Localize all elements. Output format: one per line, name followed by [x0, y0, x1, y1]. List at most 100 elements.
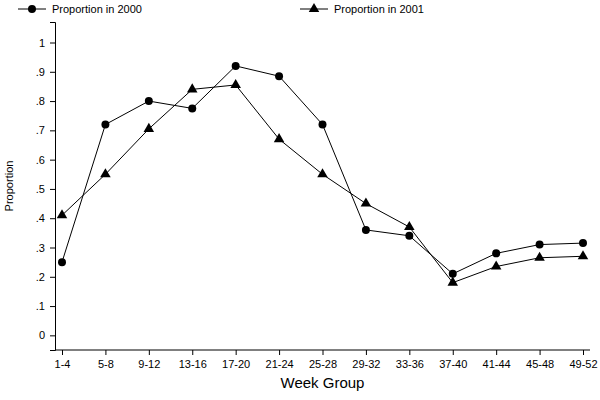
series-marker [579, 239, 587, 247]
x-tick-label: 9-12 [138, 358, 160, 370]
y-tick: .8 [36, 95, 55, 107]
x-tick-mark [409, 350, 410, 355]
x-tick-label: 1-4 [55, 358, 71, 370]
x-tick: 9-12 [138, 350, 160, 370]
series-marker [317, 168, 328, 177]
x-tick: 1-4 [55, 350, 71, 370]
y-tick: 0 [39, 329, 55, 341]
y-tick-mark [50, 306, 55, 307]
y-tick-mark [50, 130, 55, 131]
y-tick: .3 [36, 242, 55, 254]
series-line [62, 66, 583, 274]
series-marker [362, 226, 370, 234]
x-tick-label: 13-16 [179, 358, 207, 370]
x-tick-mark [236, 350, 237, 355]
x-tick-label: 25-28 [309, 358, 337, 370]
x-tick-mark [192, 350, 193, 355]
legend-item: Proportion in 2001 [300, 3, 424, 15]
y-axis-title: Proportion [3, 161, 15, 212]
x-tick-label: 37-40 [439, 358, 467, 370]
y-tick-mark [50, 218, 55, 219]
series-marker [404, 221, 415, 230]
x-tick: 29-32 [352, 350, 380, 370]
series-marker [274, 133, 285, 142]
y-tick-label: .2 [36, 271, 45, 283]
x-tick: 5-8 [98, 350, 114, 370]
x-tick: 41-44 [483, 350, 511, 370]
y-tick: 1 [39, 37, 55, 49]
series-marker [188, 104, 196, 112]
x-tick-label: 5-8 [98, 358, 114, 370]
series-marker [492, 249, 500, 257]
y-tick-mark [50, 335, 55, 336]
y-axis-line [50, 23, 56, 351]
x-tick-label: 45-48 [526, 358, 554, 370]
y-tick: .7 [36, 124, 55, 136]
x-tick: 49-52 [569, 350, 597, 370]
y-tick: .5 [36, 183, 55, 195]
x-tick-mark [149, 350, 150, 355]
y-tick-label: .5 [36, 183, 45, 195]
legend-label: Proportion in 2001 [334, 3, 424, 15]
x-tick-label: 17-20 [222, 358, 250, 370]
x-tick-label: 33-36 [396, 358, 424, 370]
y-tick-mark [50, 43, 55, 44]
x-axis-title: Week Group [281, 374, 365, 391]
legend-item: Proportion in 2000 [18, 3, 142, 15]
y-tick-label: .9 [36, 66, 45, 78]
series-marker [100, 168, 111, 177]
x-axis: 1-4 5-8 9-12 13-16 17-20 21-24 25-28 29-32 33-36… [55, 350, 598, 370]
y-tick-label: .6 [36, 154, 45, 166]
x-tick-mark [540, 350, 541, 355]
series-line [62, 85, 583, 283]
y-tick-label: 0 [39, 329, 45, 341]
series-marker [187, 83, 198, 92]
series-marker [361, 197, 372, 206]
x-tick-mark [496, 350, 497, 355]
series-marker [232, 62, 240, 70]
series-marker [144, 123, 155, 132]
x-tick-mark [366, 350, 367, 355]
series-marker [491, 260, 502, 269]
x-tick: 37-40 [439, 350, 467, 370]
y-tick: .1 [36, 300, 55, 312]
series-marker [319, 121, 327, 129]
y-tick-mark [50, 72, 55, 73]
legend: Proportion in 2000 Proportion in 2001 [18, 3, 424, 15]
legend-marker [28, 5, 36, 13]
x-tick-mark [453, 350, 454, 355]
series-marker [230, 79, 241, 88]
plot-area [57, 62, 589, 286]
x-tick-mark [323, 350, 324, 355]
x-tick: 21-24 [266, 350, 294, 370]
y-tick-label: 1 [39, 37, 45, 49]
y-tick-label: .3 [36, 242, 45, 254]
y-tick-mark [50, 160, 55, 161]
x-tick: 25-28 [309, 350, 337, 370]
series-marker [101, 121, 109, 129]
series-marker [145, 97, 153, 105]
y-tick-mark [50, 277, 55, 278]
y-tick-mark [50, 101, 55, 102]
series-marker [536, 241, 544, 249]
x-tick: 33-36 [396, 350, 424, 370]
x-tick-mark [62, 350, 63, 355]
x-tick-label: 49-52 [569, 358, 597, 370]
y-tick-label: .8 [36, 95, 45, 107]
y-tick: .2 [36, 271, 55, 283]
x-tick-mark [583, 350, 584, 355]
x-tick-mark [279, 350, 280, 355]
y-tick-label: .1 [36, 300, 45, 312]
legend-marker [309, 3, 320, 12]
x-tick-label: 21-24 [266, 358, 294, 370]
y-tick: .4 [36, 212, 55, 224]
series-marker [405, 232, 413, 240]
series-marker [57, 209, 68, 218]
x-tick-label: 41-44 [483, 358, 511, 370]
y-tick: .9 [36, 66, 55, 78]
x-tick: 13-16 [179, 350, 207, 370]
y-tick-label: .4 [36, 212, 45, 224]
y-axis: 0 .1 .2 .3 .4 .5 .6 .7 .8 .9 1 [36, 23, 56, 351]
x-tick-label: 29-32 [352, 358, 380, 370]
series-marker [58, 258, 66, 266]
